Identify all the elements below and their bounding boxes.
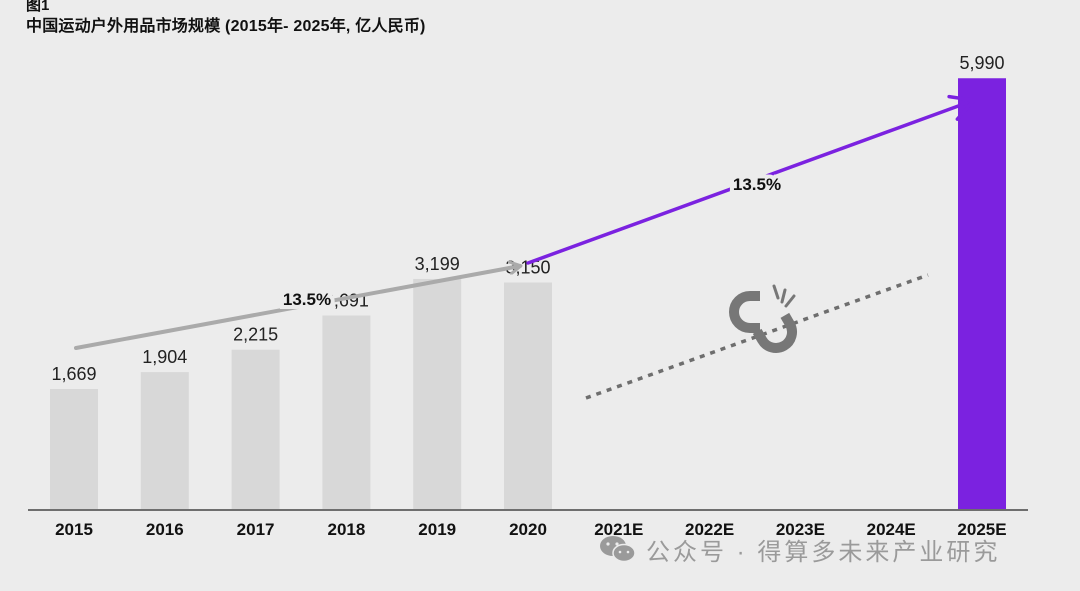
bar-2019 xyxy=(413,278,462,509)
bar-2020 xyxy=(504,282,552,509)
watermark-text: 公众号 · 得算多未来产业研究 xyxy=(646,538,1001,566)
value-label-2016: 1,904 xyxy=(142,347,187,367)
bars-layer xyxy=(50,78,1006,509)
broken-magnet-icon xyxy=(729,284,797,353)
cagr-arrow-1 xyxy=(74,266,520,350)
x-tick-2022E: 2022E xyxy=(685,520,734,539)
x-tick-2025E: 2025E xyxy=(957,520,1006,539)
value-label-2025E: 5,990 xyxy=(959,53,1004,73)
figure-label: 图1 xyxy=(26,0,50,14)
value-label-2019: 3,199 xyxy=(415,254,460,274)
cagr-arrow-2 xyxy=(526,94,976,265)
x-tick-2017: 2017 xyxy=(237,520,275,539)
tick-labels-layer: 2015 2016 2017 2018 2019 2020 2021E 2022E 2023E 2… xyxy=(55,520,1007,539)
value-label-2017: 2,215 xyxy=(233,325,278,345)
x-tick-2015: 2015 xyxy=(55,520,93,539)
value-label-2015: 1,669 xyxy=(51,364,96,384)
cagr-label-2: 13.5% xyxy=(733,175,781,194)
x-tick-2020: 2020 xyxy=(509,520,547,539)
x-tick-2018: 2018 xyxy=(327,520,365,539)
x-tick-2019: 2019 xyxy=(418,520,456,539)
x-tick-2023E: 2023E xyxy=(776,520,825,539)
bar-2015 xyxy=(50,388,98,509)
x-tick-2021E: 2021E xyxy=(594,520,643,539)
watermark: 公众号 · 得算多未来产业研究 xyxy=(598,532,1000,566)
annotations-layer: 13.5% 13.5% xyxy=(74,94,976,400)
bar-2018 xyxy=(322,315,371,509)
bar-2025E xyxy=(958,78,1006,509)
chart-title: 中国运动户外用品市场规模 (2015年- 2025年, 亿人民币) xyxy=(26,18,426,35)
bar-2016 xyxy=(140,372,189,509)
cagr-label-1: 13.5% xyxy=(283,290,331,309)
x-tick-2016: 2016 xyxy=(146,520,184,539)
wechat-icon xyxy=(600,536,636,563)
bar-2017 xyxy=(231,349,280,509)
x-tick-2024E: 2024E xyxy=(867,520,916,539)
